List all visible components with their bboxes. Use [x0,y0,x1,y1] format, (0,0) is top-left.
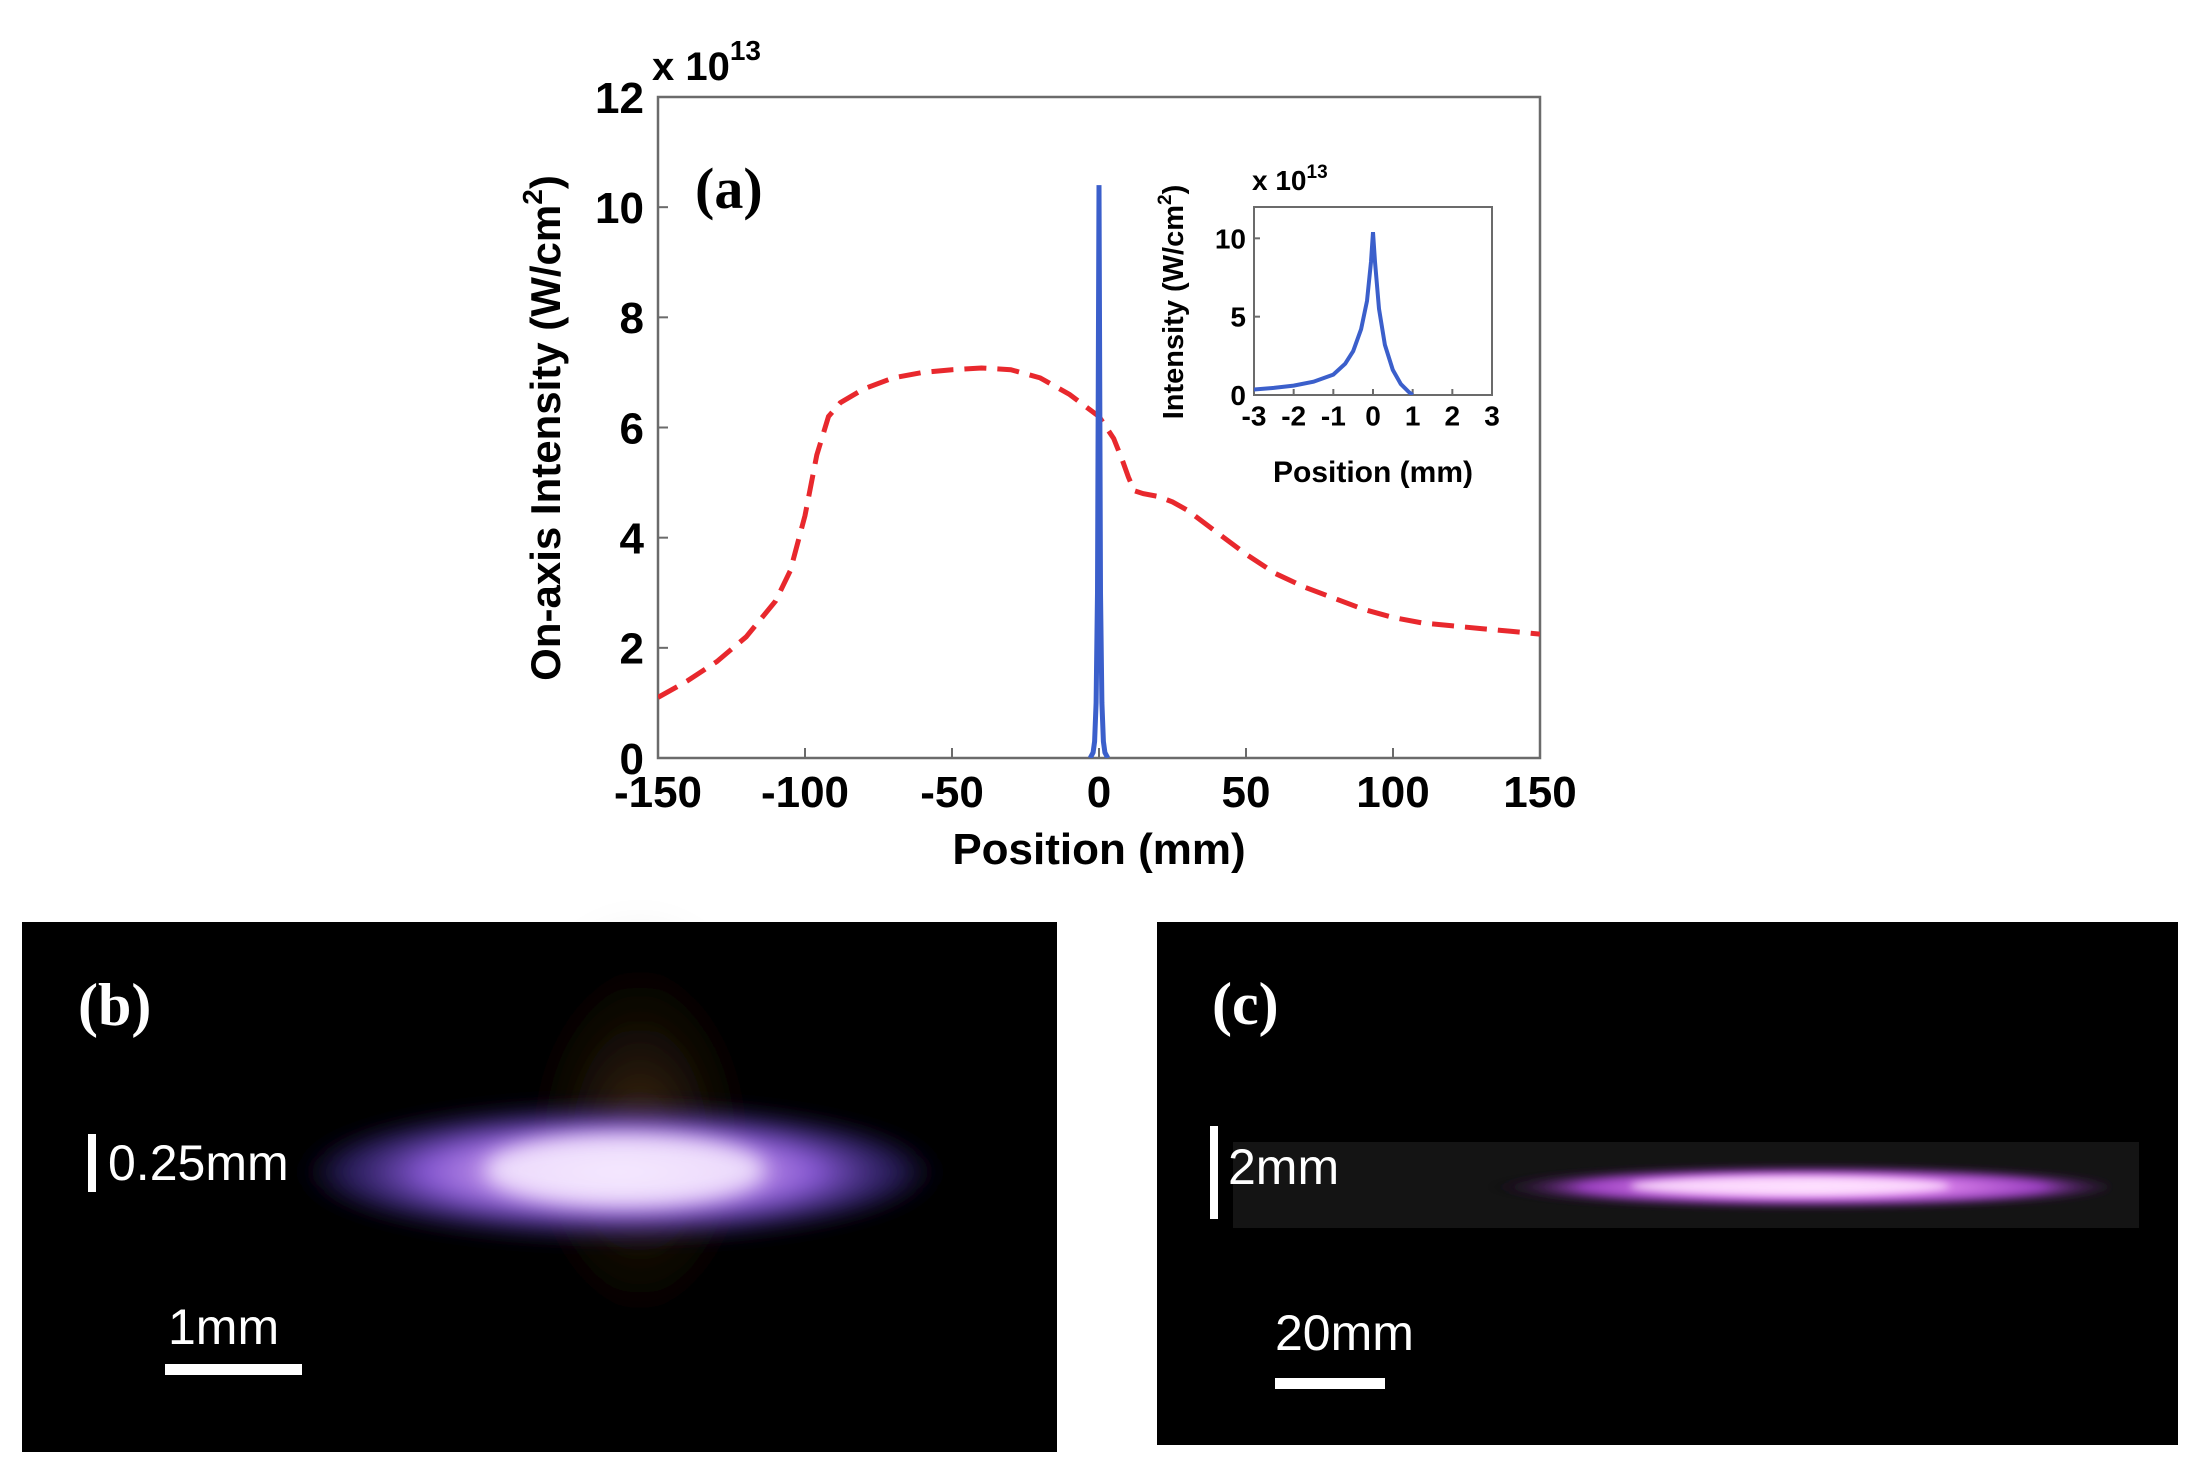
inset-y-label: Intensity (W/cm2) [1155,185,1190,420]
x-tick-label: -50 [920,768,984,817]
panel-c-horizontal-scale-bar [1275,1378,1385,1389]
y-tick-label: 2 [620,625,644,674]
panel-a-label: (a) [695,156,763,221]
panel-b-horizontal-scale-bar [165,1364,302,1375]
x-tick-label: 50 [1222,768,1271,817]
x-tick-label: -150 [614,768,702,817]
x-tick-label: 0 [1365,400,1381,431]
y-tick-label: 0 [620,735,644,784]
panel-c-horizontal-scale-label: 20mm [1275,1305,1414,1361]
panel-c-label: (c) [1212,971,1279,1037]
x-tick-label: 2 [1445,400,1461,431]
x-tick-label: -100 [761,768,849,817]
y-tick-label: 10 [1215,223,1246,254]
inset-x-label: Position (mm) [1273,456,1473,489]
x-tick-label: 3 [1484,400,1500,431]
red-dashed-series [658,365,1540,700]
panel-b-label: (b) [78,972,151,1038]
main-x-ticks: -150 -100 -50 0 50 100 150 [614,748,1577,817]
panel-c-photo: (c) 2mm 20mm [1157,922,2178,1445]
y-tick-label: 4 [620,515,645,564]
y-tick-label: 0 [1230,380,1246,411]
y-tick-label: 10 [595,184,644,233]
blue-solid-series [1087,185,1111,758]
panel-b-vertical-scale-bar [88,1134,96,1192]
inset-y-multiplier: x 1013 [1252,162,1328,196]
panel-c-vertical-scale-bar [1210,1126,1218,1219]
panel-c-vertical-scale-label: 2mm [1228,1139,1339,1195]
main-x-label: Position (mm) [952,825,1245,874]
x-tick-label: 1 [1405,400,1421,431]
inset-blue-series [1254,231,1414,395]
x-tick-label: -1 [1321,400,1346,431]
panel-b-horizontal-scale-label: 1mm [168,1299,279,1355]
y-tick-label: 6 [620,404,644,453]
main-y-ticks: 0 2 4 6 8 10 12 [595,74,668,784]
y-tick-label: 12 [595,74,644,123]
x-tick-label: -3 [1242,400,1267,431]
panel-b-photo: (b) 0.25mm 1mm [22,920,1057,1452]
x-tick-label: 0 [1087,768,1111,817]
x-tick-label: 100 [1356,768,1429,817]
main-y-multiplier: x 1013 [652,35,761,89]
panel-c-core [1630,1177,1950,1195]
panel-b-core [485,1135,765,1205]
panel-b-vertical-scale-label: 0.25mm [108,1135,289,1191]
y-tick-label: 5 [1230,302,1246,333]
main-y-label: On-axis Intensity (W/cm2) [517,175,569,681]
x-tick-label: 150 [1503,768,1576,817]
y-tick-label: 8 [620,294,644,343]
x-tick-label: -2 [1281,400,1306,431]
inset-x-ticks: -3 -2 -1 0 1 2 3 [1242,389,1500,431]
inset-y-ticks: 0 5 10 [1215,223,1260,411]
